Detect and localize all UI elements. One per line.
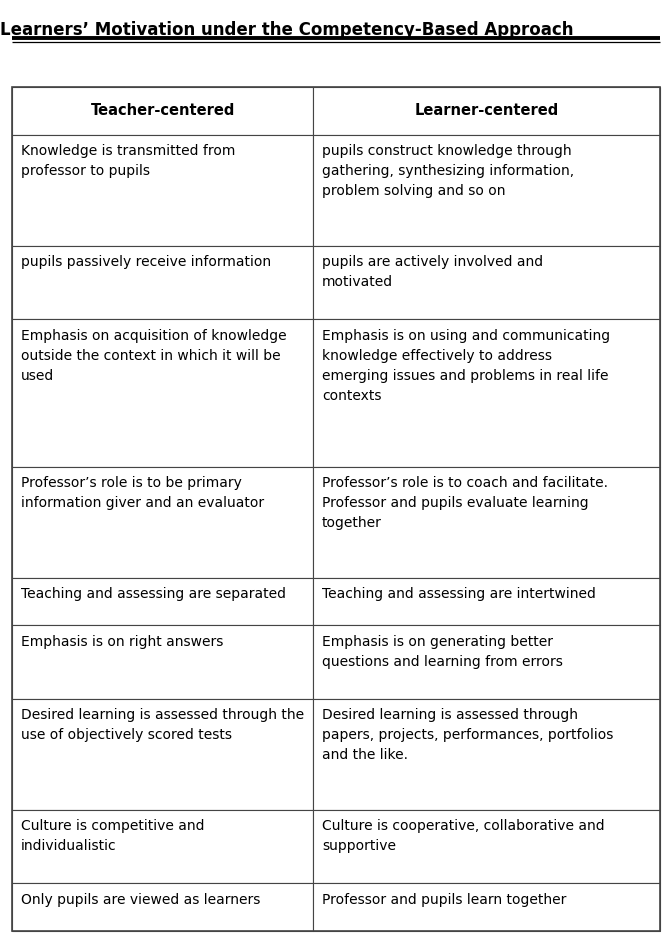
Bar bbox=[313, 625, 660, 699]
Text: pupils passively receive information: pupils passively receive information bbox=[21, 255, 271, 269]
Bar bbox=[12, 625, 313, 699]
Bar bbox=[12, 810, 313, 884]
Bar bbox=[313, 319, 660, 466]
Text: Desired learning is assessed through the
use of objectively scored tests: Desired learning is assessed through the… bbox=[21, 708, 304, 742]
Bar bbox=[313, 87, 660, 135]
Text: Teaching and assessing are separated: Teaching and assessing are separated bbox=[21, 587, 286, 601]
Text: Professor’s role is to be primary
information giver and an evaluator: Professor’s role is to be primary inform… bbox=[21, 476, 264, 510]
Bar bbox=[313, 246, 660, 319]
Bar bbox=[12, 466, 313, 577]
Bar bbox=[313, 577, 660, 625]
Bar bbox=[313, 699, 660, 810]
Text: Culture is competitive and
individualistic: Culture is competitive and individualist… bbox=[21, 819, 204, 853]
Bar bbox=[313, 135, 660, 246]
Bar bbox=[12, 884, 313, 931]
Text: Emphasis is on using and communicating
knowledge effectively to address
emerging: Emphasis is on using and communicating k… bbox=[322, 329, 610, 403]
Bar bbox=[12, 577, 313, 625]
Text: Emphasis is on generating better
questions and learning from errors: Emphasis is on generating better questio… bbox=[322, 634, 563, 668]
Bar bbox=[12, 87, 660, 931]
Text: Emphasis on acquisition of knowledge
outside the context in which it will be
use: Emphasis on acquisition of knowledge out… bbox=[21, 329, 286, 383]
Bar bbox=[313, 810, 660, 884]
Bar bbox=[12, 135, 313, 246]
Text: Knowledge is transmitted from
professor to pupils: Knowledge is transmitted from professor … bbox=[21, 144, 235, 178]
Text: Teacher-centered: Teacher-centered bbox=[91, 103, 235, 118]
Bar bbox=[313, 466, 660, 577]
Text: Learners’ Motivation under the Competency-Based Approach: Learners’ Motivation under the Competenc… bbox=[0, 21, 573, 39]
Bar bbox=[12, 319, 313, 466]
Bar bbox=[313, 884, 660, 931]
Text: Professor and pupils learn together: Professor and pupils learn together bbox=[322, 893, 566, 907]
Text: Professor’s role is to coach and facilitate.
Professor and pupils evaluate learn: Professor’s role is to coach and facilit… bbox=[322, 476, 608, 530]
Bar bbox=[12, 699, 313, 810]
Text: Teaching and assessing are intertwined: Teaching and assessing are intertwined bbox=[322, 587, 596, 601]
Bar bbox=[12, 87, 313, 135]
Text: pupils are actively involved and
motivated: pupils are actively involved and motivat… bbox=[322, 255, 543, 289]
Bar bbox=[12, 246, 313, 319]
Text: Only pupils are viewed as learners: Only pupils are viewed as learners bbox=[21, 893, 260, 907]
Text: Learner-centered: Learner-centered bbox=[415, 103, 558, 118]
Text: Desired learning is assessed through
papers, projects, performances, portfolios
: Desired learning is assessed through pap… bbox=[322, 708, 614, 762]
Text: pupils construct knowledge through
gathering, synthesizing information,
problem : pupils construct knowledge through gathe… bbox=[322, 144, 574, 198]
Text: Culture is cooperative, collaborative and
supportive: Culture is cooperative, collaborative an… bbox=[322, 819, 605, 853]
Text: Emphasis is on right answers: Emphasis is on right answers bbox=[21, 634, 223, 648]
